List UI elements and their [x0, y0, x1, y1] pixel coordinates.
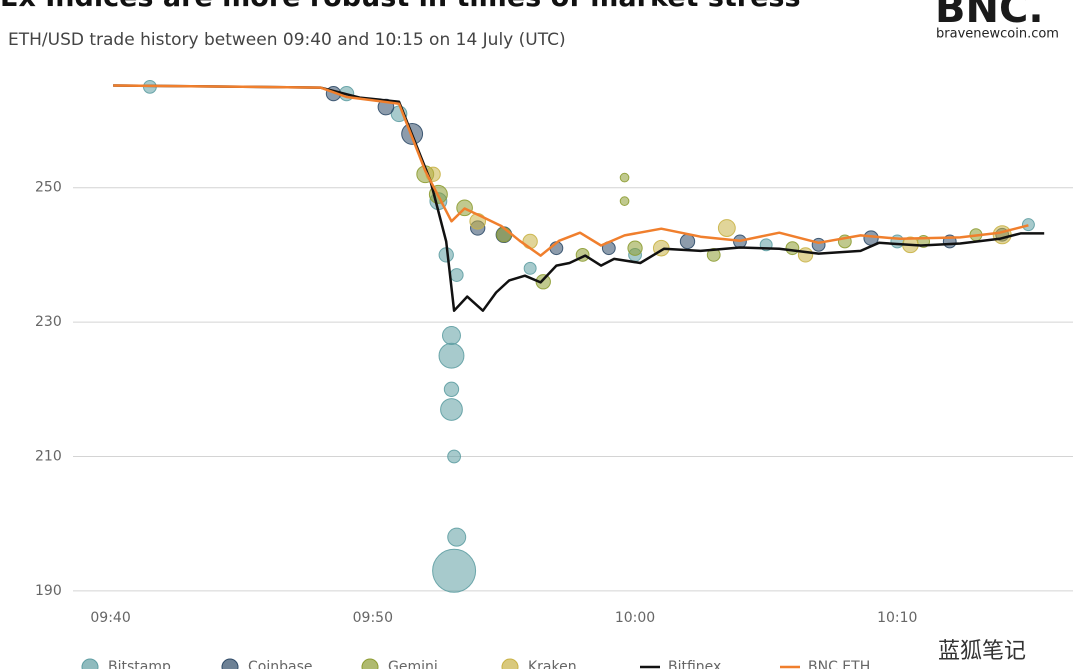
x-tick-label: 09:50 — [353, 610, 393, 626]
legend-marker — [361, 658, 379, 669]
logo: BNC. — [935, 0, 1044, 32]
bubble — [619, 172, 630, 183]
legend-marker — [221, 658, 239, 669]
legend-label: Bitfinex — [668, 659, 721, 669]
bubble — [1021, 218, 1035, 232]
legend-label: Kraken — [528, 659, 577, 669]
bubble — [619, 196, 630, 206]
bubble — [679, 233, 696, 250]
y-tick-label: 230 — [35, 314, 62, 330]
bubble — [522, 233, 538, 250]
bubble — [706, 247, 721, 262]
bubble — [523, 261, 537, 275]
x-tick-label: 09:40 — [90, 610, 130, 626]
watermark: 蓝狐笔记 — [938, 639, 1026, 664]
bubble — [627, 240, 643, 256]
bubble — [496, 227, 512, 243]
bubble — [438, 342, 465, 369]
x-tick-label: 10:10 — [877, 610, 917, 626]
logo-site: bravenewcoin.com — [936, 27, 1059, 42]
legend-marker — [81, 658, 99, 669]
bubble — [992, 225, 1012, 245]
x-tick-label: 10:00 — [615, 610, 655, 626]
bubble — [447, 449, 462, 464]
legend-marker — [501, 658, 519, 669]
chart-subtitle: ETH/USD trade history between 09:40 and … — [8, 30, 566, 50]
chart-title: Ex Indices are more robust in times of m… — [0, 0, 801, 13]
y-tick-label: 210 — [35, 449, 62, 465]
bubble — [811, 237, 826, 252]
bubble — [785, 241, 800, 256]
y-tick-label: 250 — [35, 180, 62, 196]
legend-label: Gemini — [388, 659, 438, 669]
line — [113, 84, 1029, 257]
legend-label: BNC ETH — [808, 659, 870, 669]
bubble — [432, 548, 477, 593]
bubble — [440, 398, 463, 421]
line — [113, 84, 1045, 312]
legend-label: Bitstamp — [108, 659, 171, 669]
bubble — [441, 326, 461, 346]
bubble — [449, 268, 464, 282]
legend-label: Coinbase — [248, 659, 312, 669]
bubble — [447, 527, 467, 547]
bubble — [797, 247, 814, 263]
bubble — [717, 219, 736, 237]
y-tick-label: 190 — [35, 583, 62, 599]
bubble — [443, 381, 460, 397]
